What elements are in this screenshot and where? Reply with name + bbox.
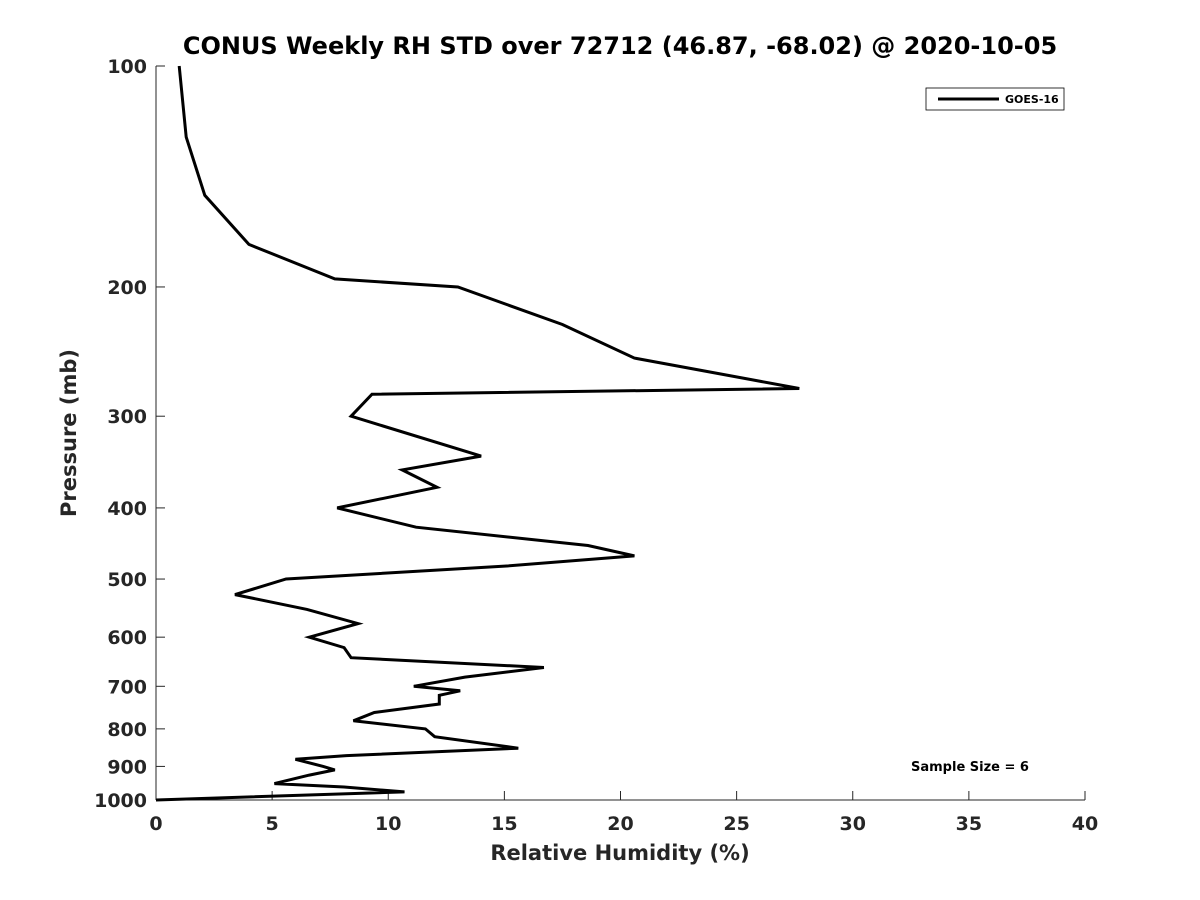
plot-area — [155, 66, 1085, 801]
y-tick-label: 900 — [107, 756, 147, 778]
chart-title: CONUS Weekly RH STD over 72712 (46.87, -… — [183, 32, 1057, 60]
x-tick-label: 40 — [1072, 813, 1098, 835]
y-tick-label: 1000 — [94, 790, 147, 812]
series-line-goes-16 — [155, 65, 800, 802]
x-tick-label: 30 — [840, 813, 866, 835]
y-tick-label: 500 — [107, 569, 147, 591]
sample-size-annotation: Sample Size = 6 — [911, 760, 1029, 775]
x-axis: 0 5 10 15 20 25 30 35 40 — [149, 791, 1098, 835]
x-tick-label: 20 — [607, 813, 633, 835]
series-layer — [155, 65, 800, 802]
y-tick-label: 400 — [107, 498, 147, 520]
y-axis: 100 200 300 400 500 600 700 800 900 1000 — [94, 56, 165, 812]
legend-label: GOES-16 — [1005, 93, 1059, 106]
legend: GOES-16 — [925, 87, 1065, 111]
y-tick-label: 600 — [107, 627, 147, 649]
x-tick-label: 15 — [491, 813, 517, 835]
y-tick-label: 200 — [107, 277, 147, 299]
x-tick-label: 10 — [375, 813, 401, 835]
y-tick-label: 300 — [107, 406, 147, 428]
x-tick-label: 5 — [266, 813, 279, 835]
y-tick-label: 800 — [107, 719, 147, 741]
x-tick-label: 0 — [149, 813, 162, 835]
x-axis-label: Relative Humidity (%) — [490, 841, 749, 865]
x-tick-label: 35 — [956, 813, 982, 835]
x-tick-label: 25 — [723, 813, 749, 835]
y-tick-label: 100 — [107, 56, 147, 78]
y-tick-label: 700 — [107, 676, 147, 698]
y-axis-label: Pressure (mb) — [57, 349, 81, 517]
